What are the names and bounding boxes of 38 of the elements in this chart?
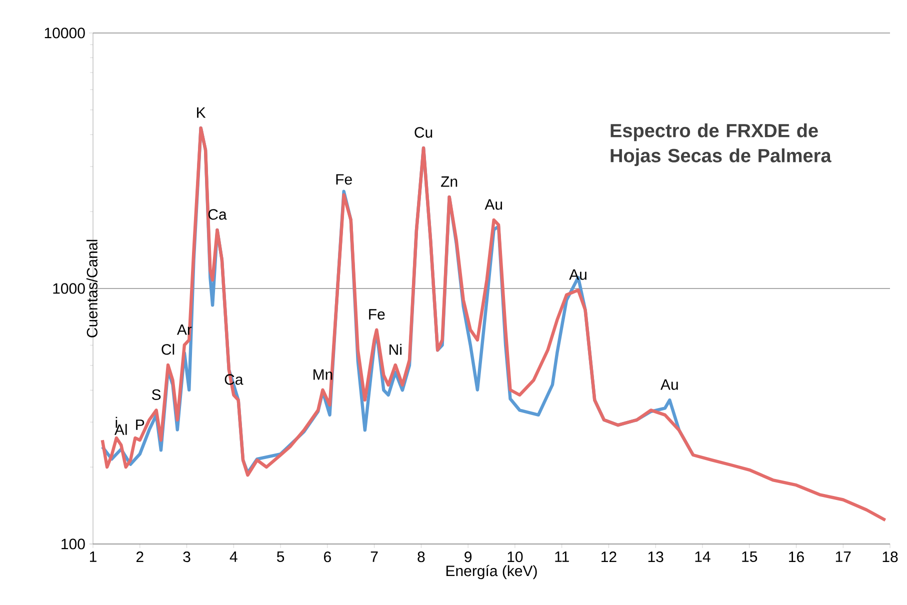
x-tick-label: 9: [464, 552, 472, 562]
x-tick-label: 7: [370, 552, 378, 562]
y-tick-label: 100: [62, 538, 85, 550]
x-tick-label: 15: [742, 552, 758, 562]
y-axis-title: Cuentas/Canal: [86, 240, 98, 338]
x-tick-label: 12: [602, 552, 616, 562]
x-tick-label: 8: [418, 552, 425, 562]
x-tick-label: 5: [276, 552, 284, 562]
x-tick-label: 11: [555, 552, 569, 562]
annotation: Al: [114, 424, 127, 435]
x-tick-label: 6: [324, 552, 331, 562]
x-tick-label: 16: [789, 552, 804, 562]
x-tick-label: 14: [695, 552, 710, 562]
annotation: Au: [660, 379, 678, 390]
annotation: Zn: [441, 176, 458, 187]
y-tick-label: 1000: [53, 283, 85, 294]
annotation: Ni: [390, 344, 402, 355]
y-tick-label: 10000: [44, 28, 85, 38]
annotation: Cu: [414, 127, 432, 138]
annotation: Cl: [162, 344, 174, 355]
x-tick-label: 3: [183, 552, 190, 562]
x-tick-label: 13: [648, 552, 664, 562]
annotation: P: [136, 420, 144, 430]
x-tick-label: 1: [90, 552, 96, 562]
x-tick-label: 2: [136, 552, 144, 562]
x-tick-label: 18: [882, 552, 898, 562]
annotation: Fe: [369, 309, 385, 320]
x-tick-label: 10: [508, 552, 523, 562]
annotation: S: [152, 389, 161, 400]
x-tick-label: 4: [230, 552, 238, 562]
text: Espectro de FRXDE de Hojas Secas de Palmera: [610, 123, 832, 166]
annotation: Au: [569, 269, 586, 280]
annotation: Fe: [336, 174, 352, 185]
annotation: i: [116, 416, 118, 428]
x-tick-label: 17: [836, 552, 851, 562]
annotation: K: [197, 107, 206, 118]
annotation: Au: [484, 199, 502, 210]
x-axis-title: Energía (keV): [446, 565, 537, 580]
